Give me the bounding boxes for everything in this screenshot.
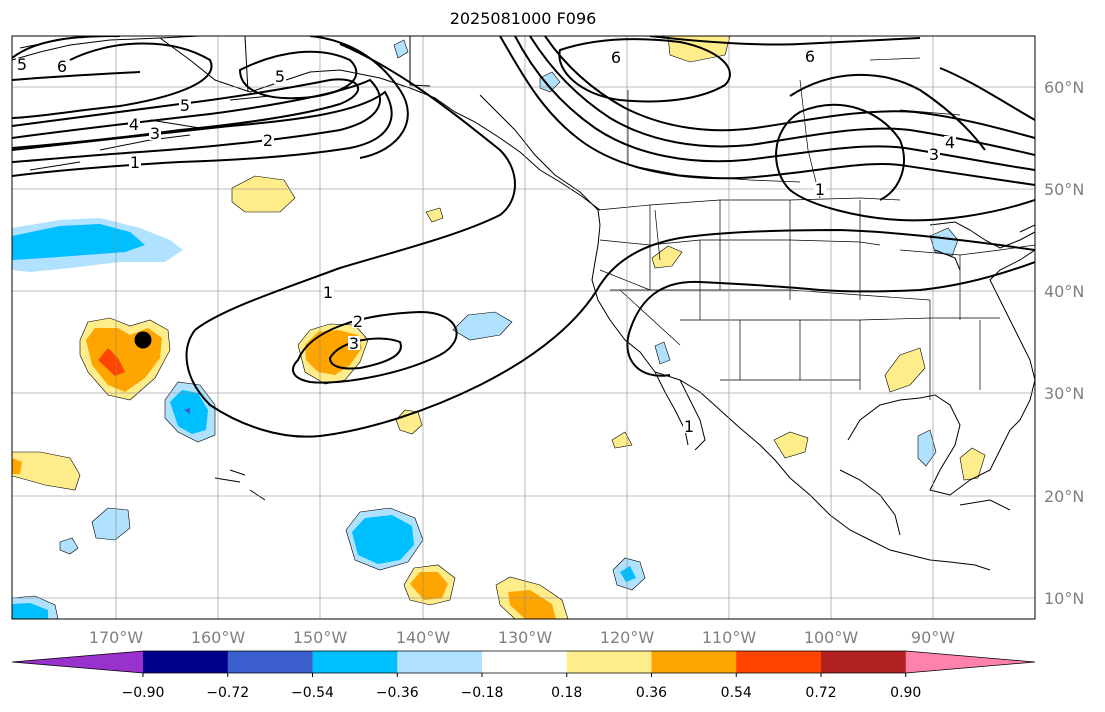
contour-label: 5 bbox=[180, 96, 190, 115]
contour-label: 4 bbox=[945, 133, 955, 152]
longitude-labels: 170°W 160°W 150°W 140°W 130°W 120°W 110°… bbox=[89, 628, 955, 647]
colorbar-segment bbox=[651, 651, 737, 673]
latitude-labels: 60°N 50°N 40°N 30°N 20°N 10°N bbox=[1044, 78, 1084, 608]
contour-label: 1 bbox=[323, 283, 333, 302]
contour-label: 1 bbox=[130, 153, 140, 172]
colorbar-segment bbox=[227, 651, 313, 673]
lon-tick-label: 130°W bbox=[498, 628, 553, 647]
colorbar-label: −0.72 bbox=[206, 685, 249, 701]
colorbar-segment bbox=[566, 651, 652, 673]
lon-tick-label: 100°W bbox=[804, 628, 859, 647]
colorbar: −0.90 −0.72 −0.54 −0.36 −0.18 0.18 0.36 0.54 0.7… bbox=[11, 650, 1036, 701]
lat-tick-label: 20°N bbox=[1044, 487, 1084, 506]
map-frame bbox=[11, 35, 1036, 620]
contour-label: 6 bbox=[611, 48, 621, 67]
location-marker bbox=[134, 331, 152, 349]
contour-label: 1 bbox=[684, 417, 694, 436]
state-borders bbox=[597, 57, 1035, 400]
lat-tick-label: 10°N bbox=[1044, 589, 1084, 608]
colorbar-label: 0.72 bbox=[805, 685, 836, 701]
lon-tick-label: 90°W bbox=[911, 628, 955, 647]
lon-tick-label: 170°W bbox=[89, 628, 144, 647]
contour-label: 1 bbox=[815, 180, 825, 199]
map-background bbox=[12, 36, 1035, 619]
colorbar-extend-low bbox=[12, 651, 143, 673]
contour-label-group: 5 6 5 5 4 3 2 1 6 6 1 3 4 1 2 3 1 bbox=[16, 47, 956, 436]
lon-tick-label: 120°W bbox=[600, 628, 655, 647]
colorbar-segment bbox=[482, 651, 568, 673]
colorbar-segment bbox=[736, 651, 822, 673]
contour-label: 5 bbox=[17, 55, 27, 74]
colorbar-segment bbox=[397, 651, 483, 673]
colorbar-label: −0.90 bbox=[122, 685, 165, 701]
contour-label: 3 bbox=[349, 334, 359, 353]
lon-tick-label: 140°W bbox=[396, 628, 451, 647]
lon-tick-label: 110°W bbox=[702, 628, 757, 647]
colorbar-label: 0.36 bbox=[636, 685, 667, 701]
contour-label: 4 bbox=[129, 115, 139, 134]
colorbar-segment bbox=[821, 651, 907, 673]
colorbar-label: 0.90 bbox=[890, 685, 921, 701]
colorbar-label: −0.54 bbox=[291, 685, 334, 701]
contour-label: 5 bbox=[275, 67, 285, 86]
contour-label: 2 bbox=[353, 312, 363, 331]
contour-label: 2 bbox=[263, 131, 273, 150]
colorbar-label: −0.18 bbox=[461, 685, 504, 701]
colorbar-segment bbox=[312, 651, 398, 673]
colorbar-segment bbox=[143, 651, 229, 673]
lon-tick-label: 150°W bbox=[293, 628, 348, 647]
lon-tick-label: 160°W bbox=[191, 628, 246, 647]
contour-label: 3 bbox=[150, 124, 160, 143]
colorbar-label: −0.36 bbox=[376, 685, 419, 701]
map-title: 2025081000 F096 bbox=[449, 9, 597, 28]
contour-label: 6 bbox=[57, 57, 67, 76]
lat-tick-label: 50°N bbox=[1044, 180, 1084, 199]
lat-tick-label: 30°N bbox=[1044, 384, 1084, 403]
colorbar-label: 0.54 bbox=[721, 685, 752, 701]
colorbar-extend-high bbox=[905, 651, 1035, 673]
contour-label: 3 bbox=[929, 145, 939, 164]
colorbar-label: 0.18 bbox=[551, 685, 582, 701]
lat-tick-label: 40°N bbox=[1044, 282, 1084, 301]
lat-tick-label: 60°N bbox=[1044, 78, 1084, 97]
contour-label: 6 bbox=[805, 47, 815, 66]
